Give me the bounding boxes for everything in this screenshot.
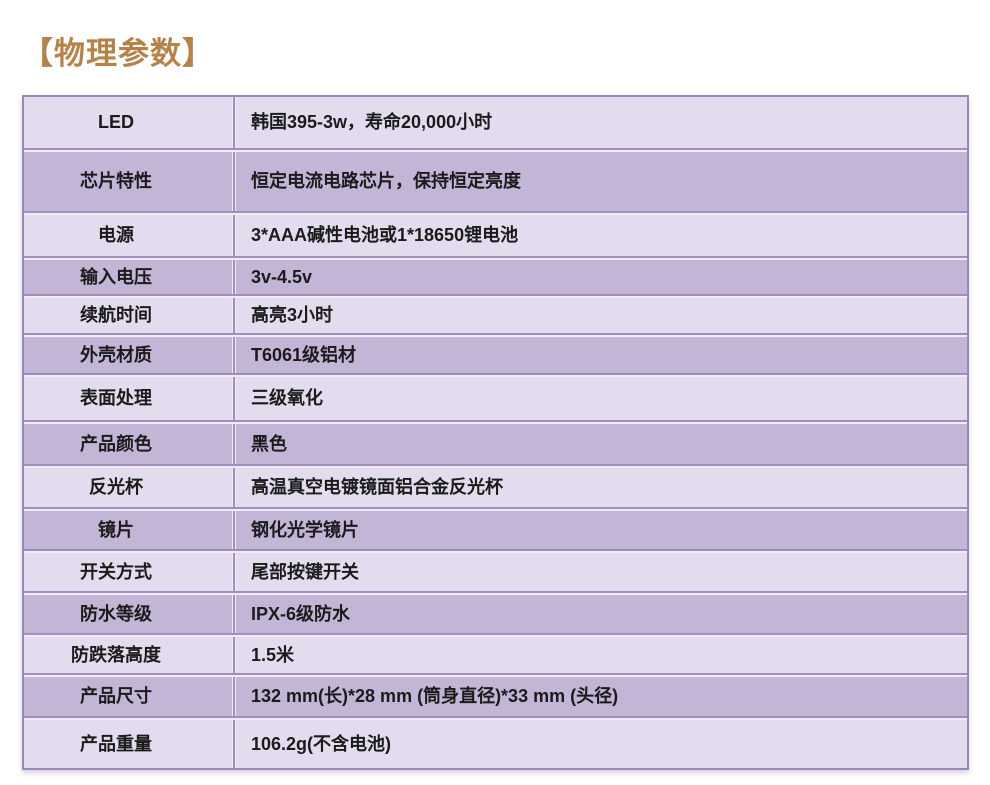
spec-value: 钢化光学镜片 — [236, 511, 967, 549]
spec-value: 106.2g(不含电池) — [236, 720, 967, 768]
spec-value: 1.5米 — [236, 637, 967, 673]
table-row: 电源 3*AAA碱性电池或1*18650锂电池 — [24, 213, 967, 258]
spec-label: 芯片特性 — [24, 152, 232, 211]
column-divider — [232, 377, 236, 420]
column-divider — [232, 337, 236, 373]
column-divider — [232, 720, 236, 768]
page-title: 【物理参数】 — [22, 36, 214, 71]
table-row: 反光杯 高温真空电镀镜面铝合金反光杯 — [24, 466, 967, 509]
column-divider — [232, 298, 236, 333]
spec-value: 尾部按键开关 — [236, 553, 967, 591]
table-row: 产品颜色 黑色 — [24, 422, 967, 466]
table-row: 产品尺寸 132 mm(长)*28 mm (筒身直径)*33 mm (头径) — [24, 675, 967, 718]
table-row: 防跌落高度 1.5米 — [24, 635, 967, 675]
spec-label: 镜片 — [24, 511, 232, 549]
spec-label: 产品尺寸 — [24, 677, 232, 716]
column-divider — [232, 215, 236, 256]
spec-label: 防跌落高度 — [24, 637, 232, 673]
spec-label: 续航时间 — [24, 298, 232, 333]
spec-table: LED 韩国395-3w，寿命20,000小时 芯片特性 恒定电流电路芯片，保持… — [22, 95, 969, 770]
spec-label: 反光杯 — [24, 468, 232, 507]
column-divider — [232, 637, 236, 673]
table-row: 产品重量 106.2g(不含电池) — [24, 718, 967, 768]
table-row: LED 韩国395-3w，寿命20,000小时 — [24, 97, 967, 150]
column-divider — [232, 553, 236, 591]
table-row: 输入电压 3v-4.5v — [24, 258, 967, 296]
table-row: 表面处理 三级氧化 — [24, 375, 967, 422]
column-divider — [232, 468, 236, 507]
spec-label: 产品重量 — [24, 720, 232, 768]
table-row: 续航时间 高亮3小时 — [24, 296, 967, 335]
table-row: 开关方式 尾部按键开关 — [24, 551, 967, 593]
column-divider — [232, 97, 236, 148]
spec-label: 产品颜色 — [24, 424, 232, 464]
spec-value: 高亮3小时 — [236, 298, 967, 333]
column-divider — [232, 677, 236, 716]
spec-value: 三级氧化 — [236, 377, 967, 420]
spec-label: 防水等级 — [24, 595, 232, 633]
spec-label: 表面处理 — [24, 377, 232, 420]
spec-value: IPX-6级防水 — [236, 595, 967, 633]
table-row: 外壳材质 T6061级铝材 — [24, 335, 967, 375]
spec-value: 132 mm(长)*28 mm (筒身直径)*33 mm (头径) — [236, 677, 967, 716]
spec-label: 外壳材质 — [24, 337, 232, 373]
table-row: 镜片 钢化光学镜片 — [24, 509, 967, 551]
table-row: 芯片特性 恒定电流电路芯片，保持恒定亮度 — [24, 150, 967, 213]
spec-value: 3*AAA碱性电池或1*18650锂电池 — [236, 215, 967, 256]
table-row: 防水等级 IPX-6级防水 — [24, 593, 967, 635]
spec-value: T6061级铝材 — [236, 337, 967, 373]
spec-value: 黑色 — [236, 424, 967, 464]
spec-value: 3v-4.5v — [236, 260, 967, 294]
column-divider — [232, 595, 236, 633]
spec-label: 开关方式 — [24, 553, 232, 591]
spec-label: 输入电压 — [24, 260, 232, 294]
column-divider — [232, 152, 236, 211]
spec-label: LED — [24, 97, 232, 148]
column-divider — [232, 424, 236, 464]
spec-label: 电源 — [24, 215, 232, 256]
spec-value: 恒定电流电路芯片，保持恒定亮度 — [236, 152, 967, 211]
spec-value: 高温真空电镀镜面铝合金反光杯 — [236, 468, 967, 507]
column-divider — [232, 511, 236, 549]
spec-value: 韩国395-3w，寿命20,000小时 — [236, 97, 967, 148]
column-divider — [232, 260, 236, 294]
